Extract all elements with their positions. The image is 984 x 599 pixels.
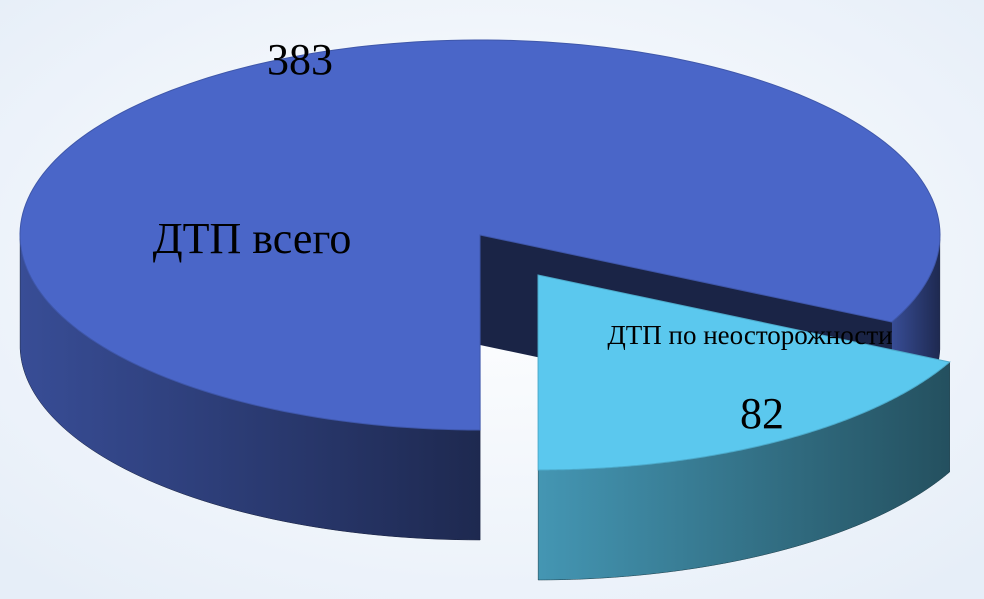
data-label: 383 xyxy=(267,35,333,84)
slice xyxy=(537,274,951,581)
data-label: 82 xyxy=(740,389,784,438)
slice-label: ДТП по неосторожности xyxy=(607,320,892,350)
slice-top xyxy=(19,39,941,431)
slice-label: ДТП всего xyxy=(153,214,352,263)
pie xyxy=(19,39,951,581)
slice-top xyxy=(537,274,951,471)
